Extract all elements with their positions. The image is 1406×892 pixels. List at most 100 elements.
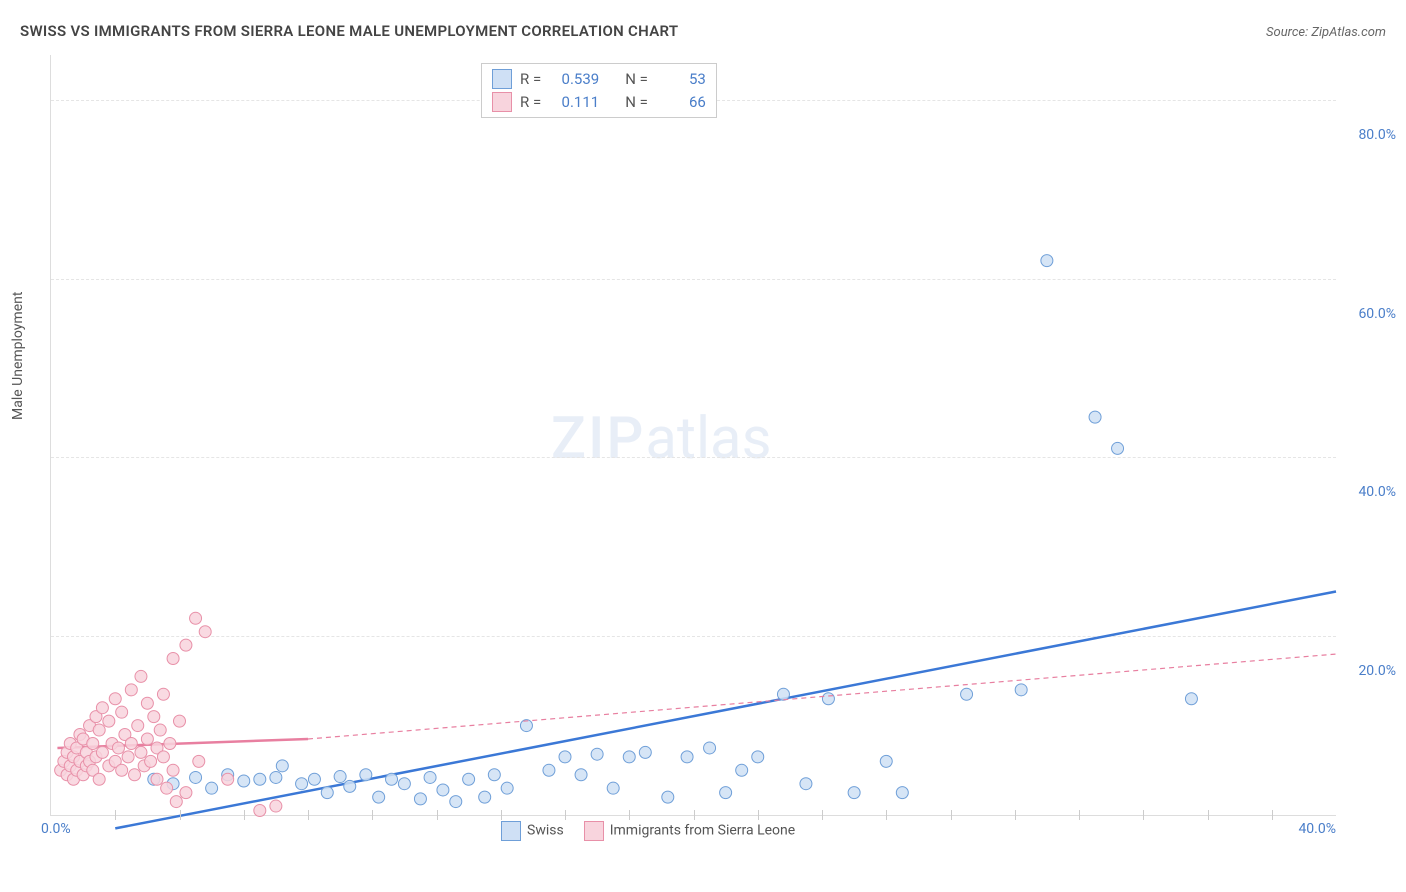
point-swiss — [386, 773, 398, 785]
point-swiss — [206, 782, 218, 794]
point-immigrants-sierra-leone — [161, 782, 173, 794]
stats-row-swiss: R = 0.539 N = 53 — [492, 68, 706, 91]
x-tick-mark — [694, 810, 695, 820]
point-swiss — [1089, 411, 1101, 423]
point-immigrants-sierra-leone — [222, 773, 234, 785]
point-swiss — [1185, 693, 1197, 705]
point-immigrants-sierra-leone — [141, 733, 153, 745]
point-swiss — [822, 693, 834, 705]
legend-label-immigrants: Immigrants from Sierra Leone — [610, 823, 795, 839]
n-value-immigrants: 66 — [656, 91, 706, 114]
point-swiss — [575, 769, 587, 781]
point-swiss — [848, 787, 860, 799]
x-tick-mark — [951, 810, 952, 820]
legend-item-swiss: Swiss — [501, 821, 564, 841]
point-swiss — [777, 688, 789, 700]
point-immigrants-sierra-leone — [164, 737, 176, 749]
point-swiss — [736, 764, 748, 776]
point-immigrants-sierra-leone — [151, 773, 163, 785]
point-immigrants-sierra-leone — [135, 670, 147, 682]
point-immigrants-sierra-leone — [87, 737, 99, 749]
point-swiss — [488, 769, 500, 781]
point-swiss — [896, 787, 908, 799]
legend-item-immigrants: Immigrants from Sierra Leone — [584, 821, 795, 841]
legend-label-swiss: Swiss — [527, 823, 564, 839]
y-tick-label: 20.0% — [1358, 663, 1396, 679]
r-value-immigrants: 0.111 — [549, 91, 599, 114]
point-swiss — [270, 771, 282, 783]
x-tick-mark — [501, 810, 502, 820]
point-swiss — [720, 787, 732, 799]
point-swiss — [880, 755, 892, 767]
point-swiss — [360, 769, 372, 781]
point-swiss — [190, 771, 202, 783]
point-immigrants-sierra-leone — [93, 773, 105, 785]
point-swiss — [463, 773, 475, 785]
point-swiss — [373, 791, 385, 803]
x-tick-mark — [758, 810, 759, 820]
point-swiss — [639, 746, 651, 758]
point-swiss — [479, 791, 491, 803]
point-swiss — [662, 791, 674, 803]
point-immigrants-sierra-leone — [125, 684, 137, 696]
series-legend: Swiss Immigrants from Sierra Leone — [501, 821, 795, 841]
scatter-svg — [51, 55, 1336, 815]
point-immigrants-sierra-leone — [145, 755, 157, 767]
point-immigrants-sierra-leone — [170, 796, 182, 808]
point-immigrants-sierra-leone — [180, 787, 192, 799]
x-tick-mark — [308, 810, 309, 820]
point-swiss — [296, 778, 308, 790]
r-label: R = — [520, 91, 541, 114]
point-swiss — [681, 751, 693, 763]
x-tick-mark — [1079, 810, 1080, 820]
point-immigrants-sierra-leone — [193, 755, 205, 767]
point-swiss — [437, 784, 449, 796]
point-swiss — [254, 773, 266, 785]
point-swiss — [414, 793, 426, 805]
x-tick-mark — [565, 810, 566, 820]
point-swiss — [704, 742, 716, 754]
point-swiss — [961, 688, 973, 700]
point-immigrants-sierra-leone — [167, 764, 179, 776]
point-immigrants-sierra-leone — [199, 626, 211, 638]
point-swiss — [334, 771, 346, 783]
point-immigrants-sierra-leone — [96, 702, 108, 714]
point-swiss — [800, 778, 812, 790]
point-immigrants-sierra-leone — [270, 800, 282, 812]
point-swiss — [1041, 255, 1053, 267]
point-swiss — [398, 778, 410, 790]
point-swiss — [501, 782, 513, 794]
y-tick-label: 60.0% — [1358, 306, 1396, 322]
point-swiss — [1015, 684, 1027, 696]
point-immigrants-sierra-leone — [103, 715, 115, 727]
x-tick-mark — [1015, 810, 1016, 820]
x-tick-max: 40.0% — [1298, 821, 1336, 837]
legend-swatch-immigrants — [584, 821, 604, 841]
x-tick-origin: 0.0% — [41, 821, 71, 837]
point-immigrants-sierra-leone — [116, 764, 128, 776]
point-immigrants-sierra-leone — [132, 720, 144, 732]
point-swiss — [1112, 442, 1124, 454]
point-immigrants-sierra-leone — [167, 653, 179, 665]
point-swiss — [559, 751, 571, 763]
point-swiss — [308, 773, 320, 785]
point-immigrants-sierra-leone — [116, 706, 128, 718]
point-immigrants-sierra-leone — [190, 612, 202, 624]
point-immigrants-sierra-leone — [157, 751, 169, 763]
point-swiss — [752, 751, 764, 763]
point-swiss — [623, 751, 635, 763]
point-swiss — [591, 748, 603, 760]
r-label: R = — [520, 68, 541, 91]
point-immigrants-sierra-leone — [125, 737, 137, 749]
n-value-swiss: 53 — [656, 68, 706, 91]
stats-row-immigrants: R = 0.111 N = 66 — [492, 91, 706, 114]
n-label: N = — [625, 91, 648, 114]
x-tick-mark — [1208, 810, 1209, 820]
y-tick-label: 40.0% — [1358, 484, 1396, 500]
point-immigrants-sierra-leone — [141, 697, 153, 709]
regression-dash-immigrants-sierra-leone — [308, 654, 1336, 739]
point-swiss — [607, 782, 619, 794]
point-immigrants-sierra-leone — [129, 769, 141, 781]
point-immigrants-sierra-leone — [180, 639, 192, 651]
point-immigrants-sierra-leone — [135, 746, 147, 758]
